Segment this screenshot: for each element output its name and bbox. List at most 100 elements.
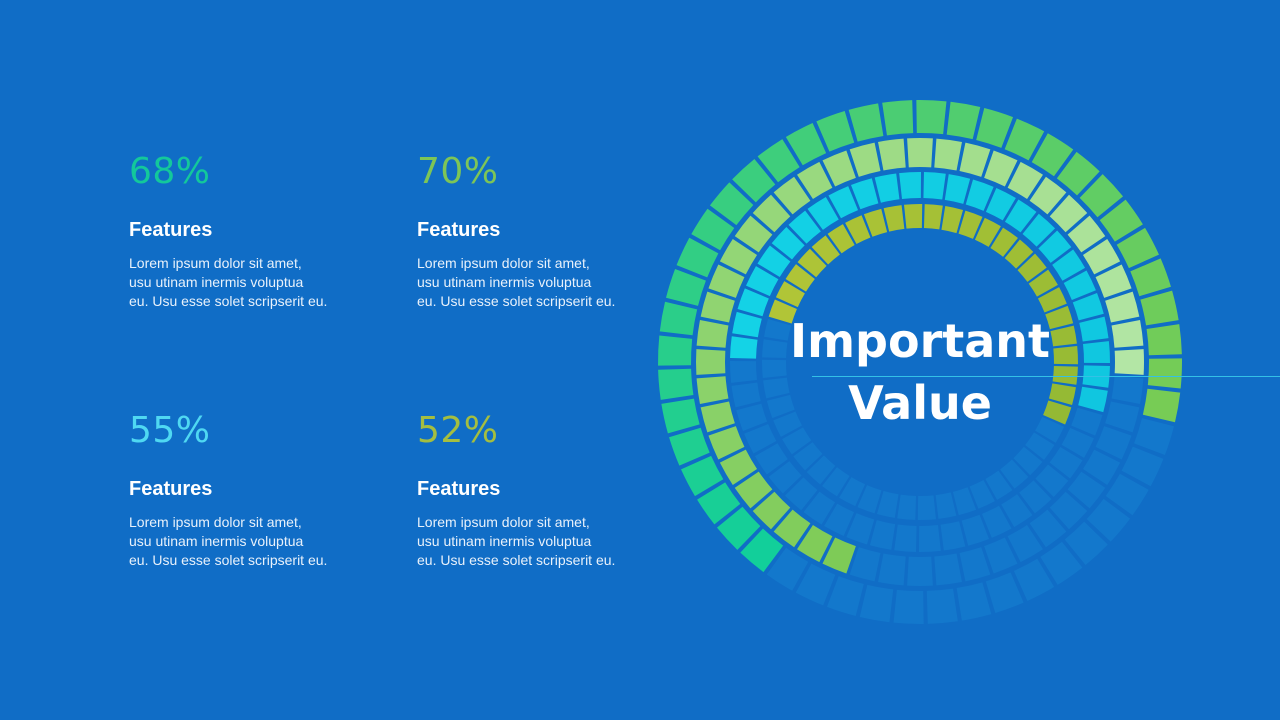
ring-4-segment-filled xyxy=(863,208,888,237)
ring-2-segment-filled xyxy=(752,491,791,530)
feature-1-description: Lorem ipsum dolor sit amet, usu utinam i… xyxy=(129,254,369,311)
ring-3-segment-track xyxy=(744,423,777,454)
ring-1-segment-filled xyxy=(1116,227,1159,269)
ring-3-segment-track xyxy=(768,461,802,494)
ring-3-segment-track xyxy=(846,513,875,545)
ring-4-segment-track xyxy=(935,492,957,519)
ring-1-segment-filled xyxy=(916,99,947,135)
ring-2-segment-filled xyxy=(700,291,735,323)
ring-1-segment-filled xyxy=(882,100,914,136)
ring-2-segment-track xyxy=(1082,449,1121,485)
feature-2-title: Features xyxy=(417,219,501,241)
feature-1-desc-line: eu. Usu esse solet scripserit eu. xyxy=(129,293,328,309)
ring-1-segment-filled xyxy=(740,528,784,573)
ring-2-segment-filled xyxy=(1082,239,1121,275)
ring-3-segment-track xyxy=(731,382,761,408)
ring-4-segment-filled xyxy=(827,224,855,254)
ring-3-segment-filled xyxy=(1063,270,1096,301)
ring-4-segment-track xyxy=(897,494,917,520)
ring-4-segment-track xyxy=(782,427,812,455)
ring-3-segment-filled xyxy=(788,210,821,244)
feature-3-desc-line: usu utinam inermis voluptua xyxy=(129,533,304,549)
ring-2-segment-track xyxy=(1067,471,1106,509)
ring-4-segment-filled xyxy=(990,227,1018,257)
ring-2-segment-filled xyxy=(700,401,735,433)
ring-3-segment-filled xyxy=(730,336,758,359)
ring-2-segment-filled xyxy=(773,176,811,215)
feature-4-title: Features xyxy=(417,478,501,500)
ring-2-segment-filled xyxy=(696,349,726,375)
feature-4-desc-line: eu. Usu esse solet scripserit eu. xyxy=(417,552,616,568)
ring-3-segment-filled xyxy=(965,179,994,211)
ring-4-segment-filled xyxy=(1053,346,1079,365)
ring-1-segment-track xyxy=(1064,521,1108,566)
accent-divider-line xyxy=(812,376,1280,377)
ring-1-segment-filled xyxy=(666,268,706,306)
ring-1-segment-filled xyxy=(1079,174,1124,218)
ring-3-segment-track xyxy=(803,491,836,525)
ring-3-segment-filled xyxy=(1038,230,1072,263)
feature-card-2: 70% Features Lorem ipsum dolor sit amet,… xyxy=(417,152,657,311)
ring-3-segment-track xyxy=(1001,494,1033,528)
ring-3-segment-track xyxy=(1049,446,1083,479)
feature-3-percent: 55% xyxy=(129,410,211,451)
feature-3-desc-line: eu. Usu esse solet scripserit eu. xyxy=(129,552,328,568)
ring-4-segment-filled xyxy=(1017,253,1047,282)
ring-3-segment-filled xyxy=(1079,316,1109,342)
ring-4-segment-filled xyxy=(904,204,923,229)
feature-1-percent: 68% xyxy=(129,151,211,192)
ring-2-segment-filled xyxy=(797,524,833,563)
ring-4-segment-filled xyxy=(1050,325,1077,347)
ring-4-segment-track xyxy=(876,490,899,518)
ring-3-segment-track xyxy=(919,525,941,552)
ring-2-segment-filled xyxy=(1029,176,1067,215)
ring-1-segment-track xyxy=(985,572,1024,613)
ring-2-segment-filled xyxy=(934,138,962,171)
ring-2-segment-filled xyxy=(822,150,856,187)
ring-3-segment-filled xyxy=(771,226,805,260)
ring-2-segment-track xyxy=(1095,426,1132,460)
ring-2-segment-filled xyxy=(878,138,906,171)
ring-2-segment-track xyxy=(1007,524,1043,563)
ring-1-segment-track xyxy=(1105,473,1149,516)
ring-4-segment-track xyxy=(762,359,787,378)
ring-1-segment-filled xyxy=(1147,358,1182,389)
ring-2-segment-track xyxy=(934,553,962,586)
ring-2-segment-filled xyxy=(708,426,745,460)
ring-4-segment-track xyxy=(766,394,795,419)
ring-2-segment-filled xyxy=(959,142,991,177)
ring-3-segment-track xyxy=(824,503,855,536)
ring-3-segment-track xyxy=(1019,480,1052,514)
ring-2-segment-filled xyxy=(752,194,791,233)
ring-2-segment-filled xyxy=(734,215,773,253)
ring-3-segment-filled xyxy=(944,174,971,204)
ring-2-segment-filled xyxy=(822,537,856,574)
ring-1-segment-filled xyxy=(946,101,981,140)
ring-4-segment-track xyxy=(822,467,850,497)
ring-1-segment-filled xyxy=(1099,199,1143,242)
ring-1-segment-track xyxy=(826,576,864,616)
ring-2-segment-filled xyxy=(773,509,811,548)
ring-4-segment-track xyxy=(917,495,936,521)
ring-3-segment-track xyxy=(1061,427,1094,458)
ring-4-segment-track xyxy=(763,377,790,399)
ring-3-segment-filled xyxy=(1083,341,1110,363)
ring-3-segment-track xyxy=(894,524,917,552)
ring-1-segment-filled xyxy=(716,506,761,550)
ring-1-segment-filled xyxy=(676,237,719,278)
ring-1-segment-filled xyxy=(1004,118,1045,161)
center-label-line-1: Important xyxy=(790,314,1051,368)
ring-3-segment-filled xyxy=(1078,386,1108,413)
ring-1-segment-filled xyxy=(669,427,710,466)
ring-4-segment-filled xyxy=(797,248,827,278)
ring-3-segment-track xyxy=(961,514,990,546)
feature-4-desc-line: usu utinam inermis voluptua xyxy=(417,533,592,549)
ring-3-segment-filled xyxy=(1072,292,1104,321)
ring-3-segment-filled xyxy=(850,178,879,210)
feature-3-title: Features xyxy=(129,478,213,500)
ring-4-segment-filled xyxy=(1004,239,1034,269)
ring-1-segment-filled xyxy=(848,103,884,142)
ring-3-segment-filled xyxy=(807,196,839,230)
ring-1-segment-filled xyxy=(697,482,741,525)
